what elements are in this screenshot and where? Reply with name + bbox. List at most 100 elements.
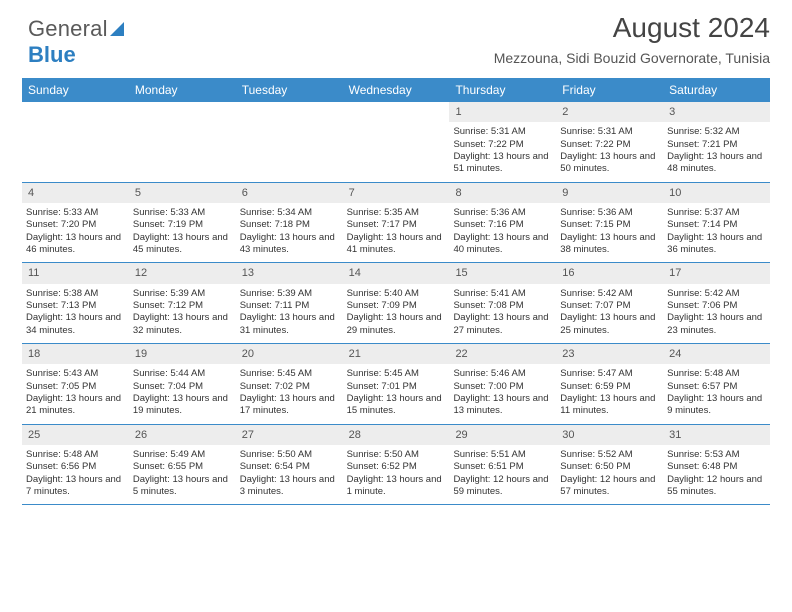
day-info-line: Sunset: 6:51 PM: [453, 461, 552, 473]
day-info-line: Daylight: 13 hours and 43 minutes.: [240, 232, 339, 257]
day-cell: 27Sunrise: 5:50 AMSunset: 6:54 PMDayligh…: [236, 425, 343, 505]
day-info-line: Sunset: 7:15 PM: [560, 219, 659, 231]
day-info-line: Sunrise: 5:44 AM: [133, 368, 232, 380]
day-info-line: Daylight: 13 hours and 21 minutes.: [26, 393, 125, 418]
day-info-line: Sunrise: 5:50 AM: [347, 449, 446, 461]
day-number: [236, 102, 343, 122]
day-info-line: Sunrise: 5:43 AM: [26, 368, 125, 380]
day-cell: 4Sunrise: 5:33 AMSunset: 7:20 PMDaylight…: [22, 183, 129, 263]
day-info-line: Sunrise: 5:34 AM: [240, 207, 339, 219]
day-info-line: Sunrise: 5:45 AM: [347, 368, 446, 380]
day-info-line: Daylight: 13 hours and 48 minutes.: [667, 151, 766, 176]
day-info-line: Sunset: 7:18 PM: [240, 219, 339, 231]
day-cell: 11Sunrise: 5:38 AMSunset: 7:13 PMDayligh…: [22, 263, 129, 343]
day-number: 1: [449, 102, 556, 122]
day-info-line: Sunset: 6:54 PM: [240, 461, 339, 473]
weekday-col-0: Sunday: [22, 78, 129, 102]
day-number: 2: [556, 102, 663, 122]
day-cell: 14Sunrise: 5:40 AMSunset: 7:09 PMDayligh…: [343, 263, 450, 343]
day-number: 19: [129, 344, 236, 364]
day-number: 30: [556, 425, 663, 445]
day-number: 18: [22, 344, 129, 364]
day-cell: 9Sunrise: 5:36 AMSunset: 7:15 PMDaylight…: [556, 183, 663, 263]
day-info-line: Sunrise: 5:46 AM: [453, 368, 552, 380]
day-info-line: Sunset: 6:48 PM: [667, 461, 766, 473]
day-info-line: Sunrise: 5:42 AM: [560, 288, 659, 300]
day-info-line: Daylight: 13 hours and 41 minutes.: [347, 232, 446, 257]
week-row: 18Sunrise: 5:43 AMSunset: 7:05 PMDayligh…: [22, 344, 770, 425]
day-cell: 2Sunrise: 5:31 AMSunset: 7:22 PMDaylight…: [556, 102, 663, 182]
day-number: 29: [449, 425, 556, 445]
day-cell: 10Sunrise: 5:37 AMSunset: 7:14 PMDayligh…: [663, 183, 770, 263]
day-cell: 23Sunrise: 5:47 AMSunset: 6:59 PMDayligh…: [556, 344, 663, 424]
day-info-line: Daylight: 13 hours and 36 minutes.: [667, 232, 766, 257]
day-info-line: Sunrise: 5:38 AM: [26, 288, 125, 300]
day-info-line: Sunrise: 5:31 AM: [453, 126, 552, 138]
day-info-line: Sunrise: 5:51 AM: [453, 449, 552, 461]
brand-part2: Blue: [28, 42, 76, 67]
day-cell: 13Sunrise: 5:39 AMSunset: 7:11 PMDayligh…: [236, 263, 343, 343]
day-info-line: Daylight: 13 hours and 50 minutes.: [560, 151, 659, 176]
day-info-line: Daylight: 13 hours and 15 minutes.: [347, 393, 446, 418]
day-cell: 18Sunrise: 5:43 AMSunset: 7:05 PMDayligh…: [22, 344, 129, 424]
day-info-line: Sunrise: 5:48 AM: [26, 449, 125, 461]
day-info-line: Sunset: 7:01 PM: [347, 381, 446, 393]
day-info-line: Sunset: 7:14 PM: [667, 219, 766, 231]
day-cell: 20Sunrise: 5:45 AMSunset: 7:02 PMDayligh…: [236, 344, 343, 424]
day-info-line: Sunrise: 5:47 AM: [560, 368, 659, 380]
day-info-line: Sunrise: 5:36 AM: [560, 207, 659, 219]
day-cell: [343, 102, 450, 182]
day-number: 11: [22, 263, 129, 283]
location-subtitle: Mezzouna, Sidi Bouzid Governorate, Tunis…: [494, 50, 770, 66]
week-row: 25Sunrise: 5:48 AMSunset: 6:56 PMDayligh…: [22, 425, 770, 506]
day-cell: 15Sunrise: 5:41 AMSunset: 7:08 PMDayligh…: [449, 263, 556, 343]
weekday-col-2: Tuesday: [236, 78, 343, 102]
day-info-line: Daylight: 13 hours and 13 minutes.: [453, 393, 552, 418]
day-number: 9: [556, 183, 663, 203]
day-cell: 28Sunrise: 5:50 AMSunset: 6:52 PMDayligh…: [343, 425, 450, 505]
day-number: 23: [556, 344, 663, 364]
day-info-line: Sunrise: 5:50 AM: [240, 449, 339, 461]
day-number: 22: [449, 344, 556, 364]
day-info-line: Daylight: 12 hours and 57 minutes.: [560, 474, 659, 499]
day-info-line: Daylight: 13 hours and 3 minutes.: [240, 474, 339, 499]
day-info-line: Daylight: 13 hours and 45 minutes.: [133, 232, 232, 257]
day-cell: 25Sunrise: 5:48 AMSunset: 6:56 PMDayligh…: [22, 425, 129, 505]
day-info-line: Sunrise: 5:33 AM: [26, 207, 125, 219]
day-info-line: Sunrise: 5:48 AM: [667, 368, 766, 380]
day-info-line: Daylight: 13 hours and 51 minutes.: [453, 151, 552, 176]
day-cell: 24Sunrise: 5:48 AMSunset: 6:57 PMDayligh…: [663, 344, 770, 424]
day-info-line: Daylight: 13 hours and 19 minutes.: [133, 393, 232, 418]
day-info-line: Sunrise: 5:52 AM: [560, 449, 659, 461]
day-info-line: Sunset: 7:17 PM: [347, 219, 446, 231]
day-info-line: Sunset: 7:06 PM: [667, 300, 766, 312]
day-number: 28: [343, 425, 450, 445]
day-cell: [22, 102, 129, 182]
triangle-icon: [110, 22, 124, 36]
day-cell: 30 Sunrise: 5:52 AMSunset: 6:50 PMDayligh…: [556, 425, 663, 505]
day-cell: 12Sunrise: 5:39 AMSunset: 7:12 PMDayligh…: [129, 263, 236, 343]
day-info-line: Sunrise: 5:53 AM: [667, 449, 766, 461]
day-number: 31: [663, 425, 770, 445]
day-cell: 21Sunrise: 5:45 AMSunset: 7:01 PMDayligh…: [343, 344, 450, 424]
day-info-line: Sunset: 6:52 PM: [347, 461, 446, 473]
weekday-col-1: Monday: [129, 78, 236, 102]
day-info-line: Daylight: 12 hours and 59 minutes.: [453, 474, 552, 499]
day-number: 4: [22, 183, 129, 203]
day-info-line: Sunset: 7:04 PM: [133, 381, 232, 393]
day-cell: 5Sunrise: 5:33 AMSunset: 7:19 PMDaylight…: [129, 183, 236, 263]
week-row: 4 Sunrise: 5:33 AMSunset: 7:20 PM Daylight…: [22, 183, 770, 264]
day-info-line: Sunrise: 5:45 AM: [240, 368, 339, 380]
day-info-line: Sunrise: 5:32 AM: [667, 126, 766, 138]
day-info-line: Sunset: 6:55 PM: [133, 461, 232, 473]
weekday-col-5: Friday: [556, 78, 663, 102]
day-info-line: Sunset: 7:20 PM: [26, 219, 125, 231]
day-info-line: Daylight: 13 hours and 25 minutes.: [560, 312, 659, 337]
day-cell: 6Sunrise: 5:34 AMSunset: 7:18 PMDaylight…: [236, 183, 343, 263]
day-info-line: Sunrise: 5:40 AM: [347, 288, 446, 300]
brand-part1: General: [28, 16, 108, 41]
day-number: 3: [663, 102, 770, 122]
page-title: August 2024: [613, 12, 770, 44]
day-number: [129, 102, 236, 122]
day-info-line: Sunset: 6:50 PM: [560, 461, 659, 473]
